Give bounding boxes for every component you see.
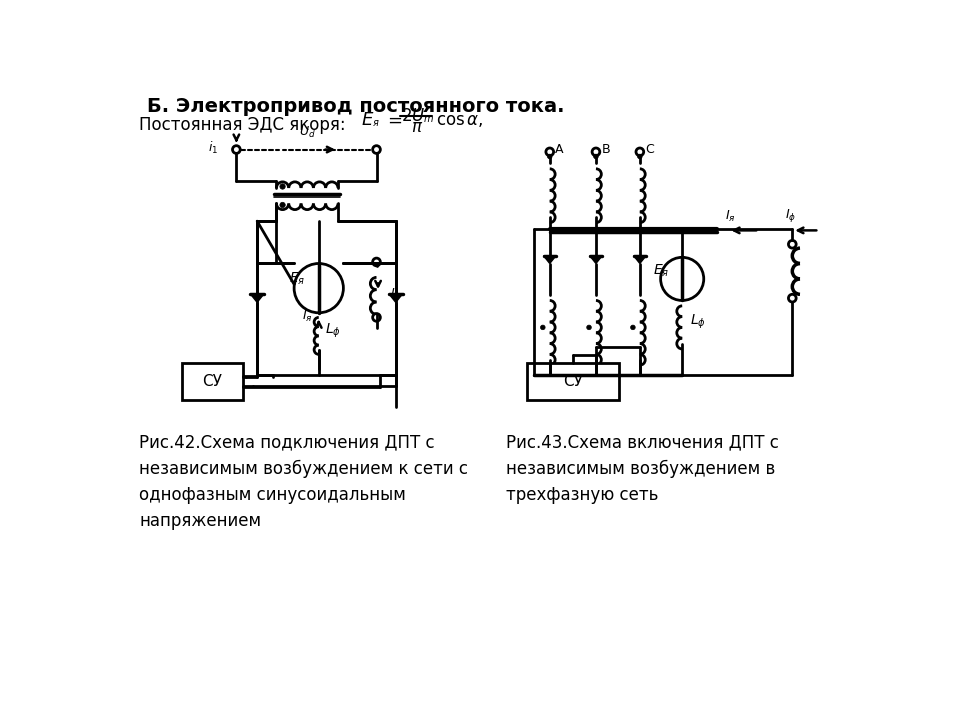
Circle shape [280, 202, 285, 207]
Text: $\pi$: $\pi$ [411, 118, 423, 136]
Circle shape [547, 154, 552, 159]
Circle shape [294, 264, 344, 312]
Text: $I_\phi$: $I_\phi$ [784, 207, 796, 224]
Circle shape [372, 145, 380, 153]
Text: $_я$: $_я$ [372, 115, 379, 129]
Text: Рис.43.Схема включения ДПТ с
независимым возбуждением в
трехфазную сеть: Рис.43.Схема включения ДПТ с независимым… [506, 433, 779, 504]
Circle shape [232, 145, 240, 153]
Text: СУ: СУ [203, 374, 223, 389]
Circle shape [637, 154, 642, 159]
Text: $E_я$: $E_я$ [290, 271, 306, 287]
Text: A: A [555, 143, 564, 156]
Polygon shape [589, 256, 602, 264]
Text: C: C [645, 143, 654, 156]
Circle shape [788, 240, 796, 248]
Polygon shape [634, 256, 646, 264]
Text: $I_\phi$: $I_\phi$ [391, 286, 401, 303]
Text: B: B [601, 143, 610, 156]
Circle shape [280, 184, 285, 189]
Circle shape [546, 148, 554, 156]
Text: $E_я$: $E_я$ [653, 263, 669, 279]
Text: $\cos\alpha,$: $\cos\alpha,$ [436, 111, 483, 129]
Text: $=$: $=$ [384, 111, 403, 129]
Text: $L_\phi$: $L_\phi$ [690, 313, 706, 331]
Polygon shape [543, 256, 556, 264]
Circle shape [372, 258, 380, 266]
Bar [527, 363, 619, 400]
Bar [182, 363, 243, 400]
Circle shape [592, 148, 600, 156]
Text: $I_я$: $I_я$ [725, 209, 735, 224]
Text: $_m$: $_m$ [422, 111, 434, 125]
Text: СУ: СУ [563, 374, 583, 389]
Circle shape [660, 257, 704, 300]
Text: Б. Электропривод постоянного тока.: Б. Электропривод постоянного тока. [147, 97, 564, 116]
Text: $E$: $E$ [361, 111, 374, 129]
Circle shape [593, 154, 598, 159]
Circle shape [788, 294, 796, 302]
Text: Рис.42.Схема подключения ДПТ с
независимым возбуждением к сети с
однофазным сину: Рис.42.Схема подключения ДПТ с независим… [139, 433, 468, 531]
Circle shape [540, 325, 545, 330]
Text: $I_я$: $I_я$ [301, 309, 313, 324]
Circle shape [631, 325, 636, 330]
Circle shape [636, 148, 644, 156]
Text: Постоянная ЭДС якоря:: Постоянная ЭДС якоря: [139, 116, 346, 134]
Circle shape [587, 325, 591, 330]
Text: $i_1$: $i_1$ [208, 140, 219, 156]
Circle shape [372, 313, 380, 321]
Text: $U_d$: $U_d$ [299, 125, 316, 140]
Polygon shape [251, 294, 264, 302]
Text: $L_\phi$: $L_\phi$ [324, 322, 341, 341]
Text: $2U$: $2U$ [401, 107, 425, 125]
Polygon shape [389, 294, 402, 302]
